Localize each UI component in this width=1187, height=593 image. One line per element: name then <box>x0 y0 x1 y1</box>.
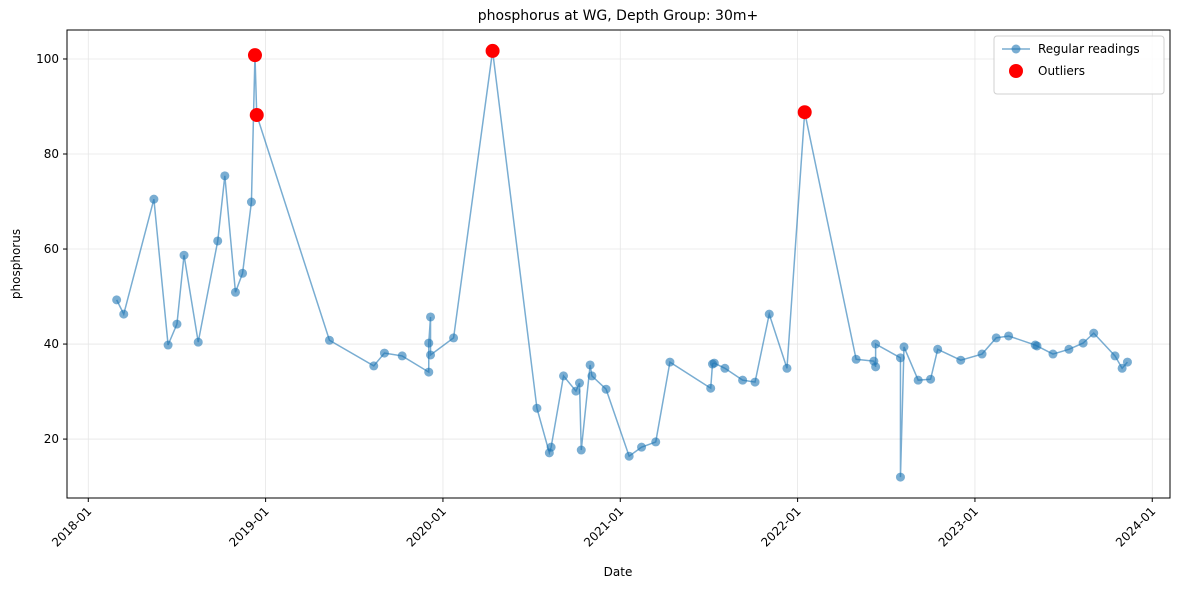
outlier-point <box>247 48 262 63</box>
data-point <box>895 472 905 482</box>
data-point <box>1089 328 1099 338</box>
data-point <box>871 339 881 349</box>
data-point <box>426 312 436 322</box>
data-point <box>424 338 434 348</box>
data-point <box>119 309 129 319</box>
data-point <box>193 337 203 347</box>
data-point <box>179 250 189 260</box>
data-point <box>1048 349 1058 359</box>
data-point <box>324 335 334 345</box>
data-point <box>1117 363 1127 373</box>
data-point <box>397 351 407 361</box>
data-point <box>546 442 556 452</box>
y-tick-label: 20 <box>44 432 59 446</box>
data-point <box>238 268 248 278</box>
legend-box <box>993 35 1165 95</box>
data-point <box>933 344 943 354</box>
data-point <box>213 236 223 246</box>
data-point <box>899 342 909 352</box>
data-point <box>991 333 1001 343</box>
y-tick-label: 100 <box>36 52 59 66</box>
data-point <box>1064 344 1074 354</box>
data-point <box>651 437 661 447</box>
data-point <box>709 358 719 368</box>
y-tick-label: 60 <box>44 242 59 256</box>
y-tick-label: 80 <box>44 147 59 161</box>
data-point <box>532 403 542 413</box>
data-point <box>369 361 379 371</box>
x-tick-label: 2023-01 <box>936 504 981 549</box>
legend-marker <box>1009 64 1023 78</box>
data-point <box>1032 341 1042 351</box>
data-point <box>750 377 760 387</box>
data-point <box>576 445 586 455</box>
data-point <box>601 384 611 394</box>
data-point <box>571 386 581 396</box>
data-point <box>1004 331 1014 341</box>
data-point <box>956 355 966 365</box>
x-tick-label: 2018-01 <box>49 504 94 549</box>
data-point <box>449 333 459 343</box>
data-point <box>163 340 173 350</box>
data-point <box>574 378 584 388</box>
data-point <box>665 357 675 367</box>
data-point <box>112 295 122 305</box>
data-point <box>172 319 182 329</box>
x-tick-label: 2022-01 <box>758 504 803 549</box>
data-point <box>220 171 230 181</box>
x-tick-label: 2019-01 <box>226 504 271 549</box>
data-point <box>149 194 159 204</box>
x-tick-label: 2021-01 <box>581 504 626 549</box>
data-point <box>1110 351 1120 361</box>
chart-title: phosphorus at WG, Depth Group: 30m+ <box>478 8 759 24</box>
y-axis-label: phosphorus <box>9 229 23 299</box>
data-point <box>559 371 569 381</box>
x-tick-label: 2024-01 <box>1113 504 1158 549</box>
data-point <box>624 451 634 461</box>
data-point <box>895 353 905 363</box>
legend-label: Regular readings <box>1038 42 1140 56</box>
y-tick-label: 40 <box>44 337 59 351</box>
data-point <box>977 349 987 359</box>
plot-frame <box>66 29 1171 499</box>
data-point <box>764 309 774 319</box>
outlier-point <box>485 43 500 58</box>
data-point <box>1122 357 1132 367</box>
data-point <box>379 348 389 358</box>
data-point <box>246 197 256 207</box>
legend-marker <box>1011 44 1021 54</box>
data-point <box>706 383 716 393</box>
x-axis-label: Date <box>604 565 633 579</box>
data-point <box>585 360 595 370</box>
x-tick-label: 2020-01 <box>404 504 449 549</box>
legend-label: Outliers <box>1038 64 1085 78</box>
data-point <box>782 363 792 373</box>
data-point <box>851 354 861 364</box>
data-point <box>720 363 730 373</box>
series-line <box>115 50 1129 478</box>
data-point <box>637 442 647 452</box>
data-point <box>587 371 597 381</box>
outlier-point <box>249 108 264 123</box>
data-point <box>913 375 923 385</box>
data-point <box>871 362 881 372</box>
data-point <box>1078 338 1088 348</box>
outlier-point <box>797 105 812 120</box>
data-point <box>424 367 434 377</box>
data-point <box>738 375 748 385</box>
data-point <box>926 374 936 384</box>
data-point <box>426 350 436 360</box>
data-point <box>230 287 240 297</box>
